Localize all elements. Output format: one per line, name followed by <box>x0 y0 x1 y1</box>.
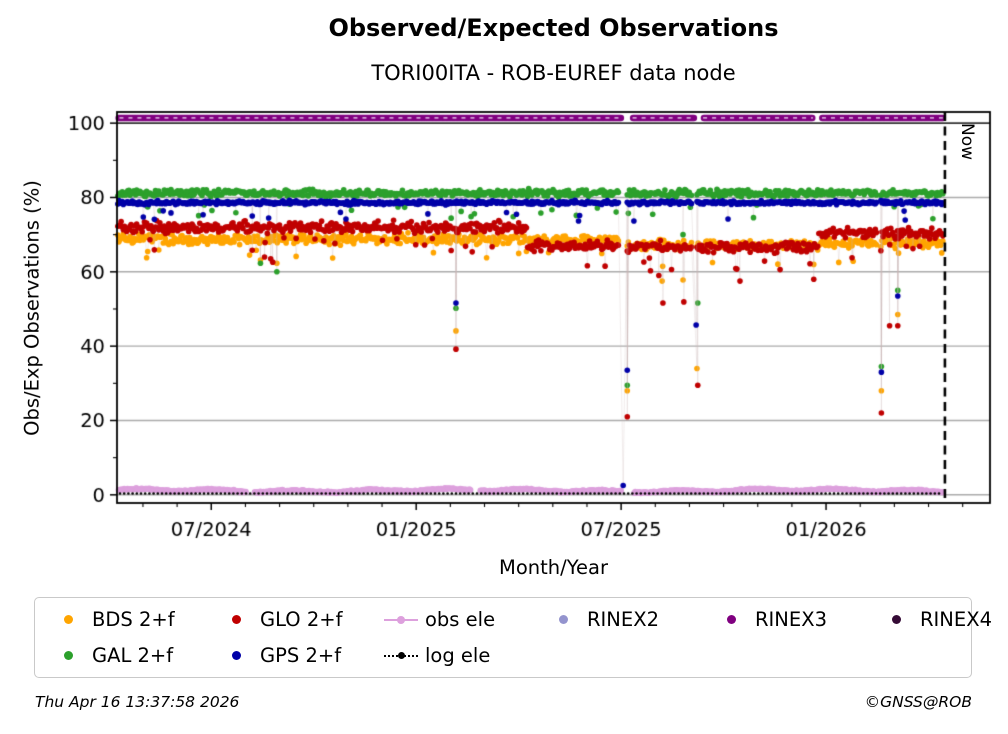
legend-item-gal: GAL 2+f <box>51 639 219 673</box>
chart-subtitle: TORI00ITA - ROB-EUREF data node <box>371 61 736 85</box>
obs-ele-marker-icon <box>384 613 418 627</box>
legend-label: obs ele <box>425 608 496 631</box>
legend-label: GPS 2+f <box>260 644 342 667</box>
legend-item-log-ele: log ele <box>384 639 546 673</box>
legend-label: GAL 2+f <box>92 644 174 667</box>
legend-label: log ele <box>425 644 491 667</box>
legend-item-glo: GLO 2+f <box>219 603 384 637</box>
copyright-text: ©GNSS@ROB <box>864 693 972 711</box>
legend-label: GLO 2+f <box>260 608 343 631</box>
rinex2-marker-icon <box>546 613 580 627</box>
legend-label: RINEX3 <box>755 608 827 631</box>
gps-marker-icon <box>219 649 253 663</box>
gal-marker-icon <box>51 649 85 663</box>
chart-title: Observed/Expected Observations <box>328 14 779 42</box>
legend-item-gps: GPS 2+f <box>219 639 384 673</box>
legend-item-obs-ele: obs ele <box>384 603 546 637</box>
chart-plot-canvas <box>0 0 1008 586</box>
legend-item-rinex2: RINEX2 <box>546 603 714 637</box>
legend-item-rinex4: RINEX4 <box>879 603 992 637</box>
timestamp-text: Thu Apr 16 13:37:58 2026 <box>35 693 240 711</box>
log-ele-marker-icon <box>384 649 418 663</box>
x-axis-label: Month/Year <box>499 556 608 579</box>
y-axis-label: Obs/Exp Observations (%) <box>20 180 44 436</box>
bds-marker-icon <box>51 613 85 627</box>
legend-label: RINEX4 <box>920 608 992 631</box>
rinex4-marker-icon <box>879 613 913 627</box>
legend: BDS 2+f GLO 2+f obs ele RINEX2 RINEX3 RI… <box>34 597 992 678</box>
legend-item-rinex3: RINEX3 <box>714 603 879 637</box>
rinex3-marker-icon <box>714 613 748 627</box>
legend-label: RINEX2 <box>587 608 659 631</box>
legend-label: BDS 2+f <box>92 608 175 631</box>
glo-marker-icon <box>219 613 253 627</box>
legend-item-bds: BDS 2+f <box>51 603 219 637</box>
now-annotation: Now <box>957 123 977 161</box>
